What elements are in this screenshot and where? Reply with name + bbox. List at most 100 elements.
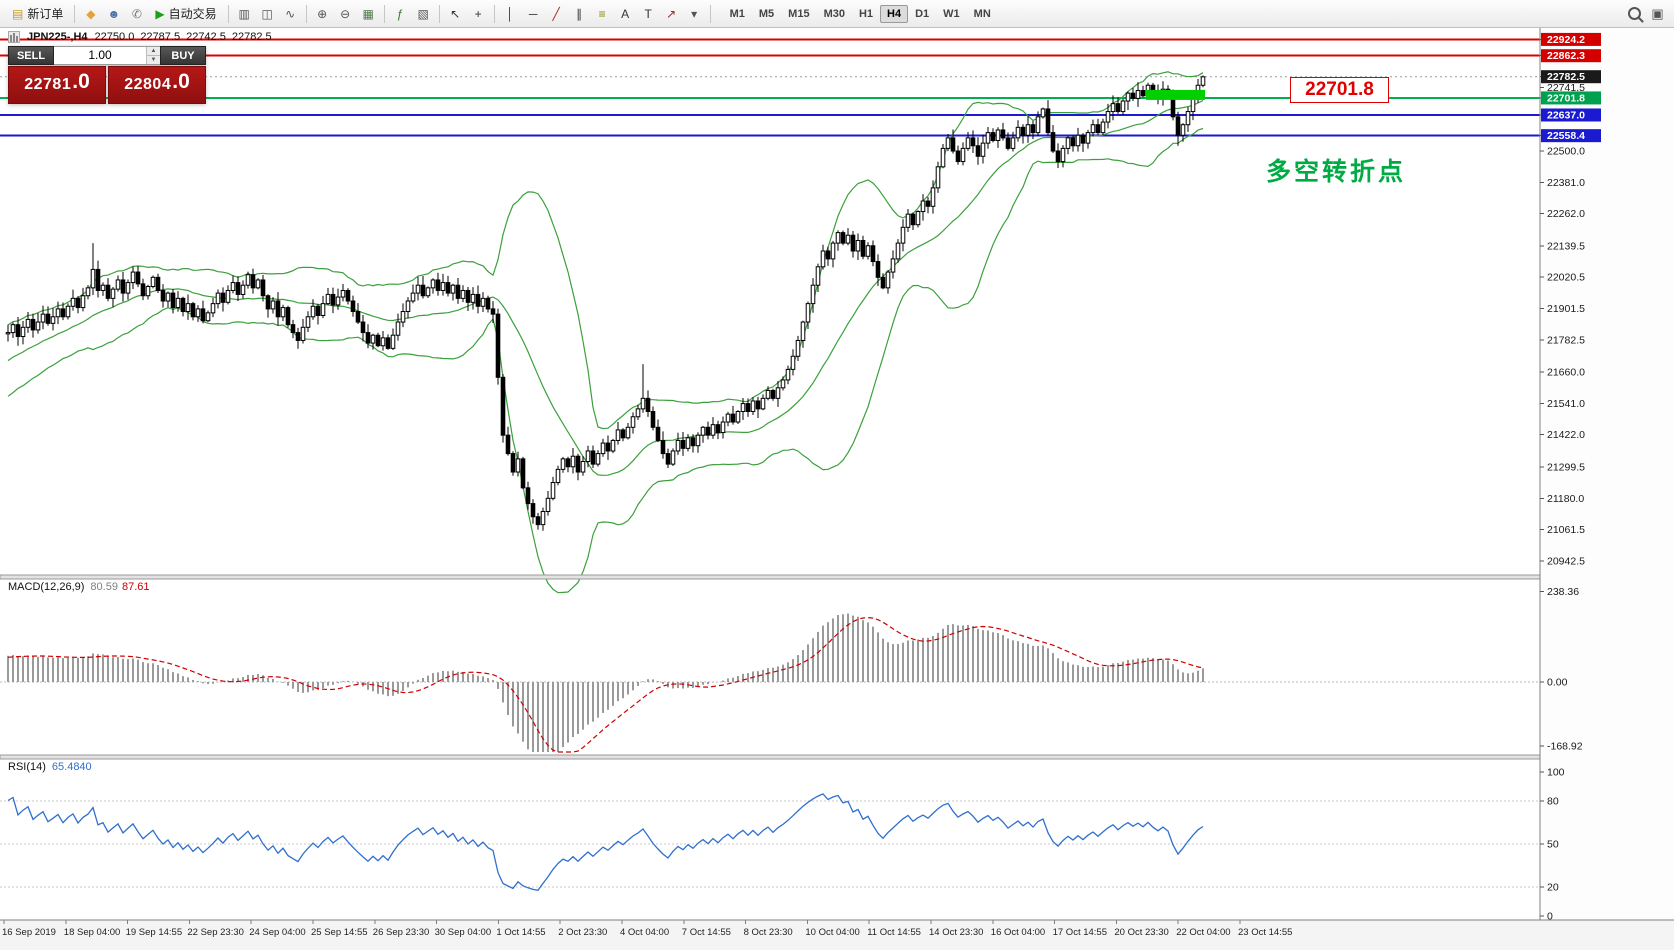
timeframe-m30-button[interactable]: M30 bbox=[817, 5, 852, 23]
time-label: 20 Oct 23:30 bbox=[1114, 927, 1168, 938]
deposit-icon[interactable]: ◆ bbox=[79, 3, 102, 24]
trendline-icon[interactable]: ╱ bbox=[545, 3, 568, 24]
horizontal-level-lines[interactable] bbox=[0, 38, 1540, 137]
vertical-line-icon[interactable]: │ bbox=[499, 3, 522, 24]
time-label: 22 Oct 04:00 bbox=[1176, 927, 1230, 938]
horizontal-line-icon: ─ bbox=[528, 6, 538, 21]
autotrading-button[interactable]: ▶ 自动交易 bbox=[148, 2, 223, 25]
time-label: 16 Sep 2019 bbox=[2, 927, 56, 938]
search-icon-glyph bbox=[1628, 7, 1641, 20]
rsi-scale-label: 100 bbox=[1547, 767, 1565, 779]
timeframe-m5-button[interactable]: M5 bbox=[752, 5, 781, 23]
price-tick-label: 22381.0 bbox=[1547, 177, 1585, 189]
price-tick-label: 21422.0 bbox=[1547, 429, 1585, 441]
time-axis[interactable]: 16 Sep 2019 18 Sep 04:00 19 Sep 14:55 22 Se… bbox=[0, 919, 1674, 938]
high-value: 22787.5 bbox=[140, 31, 181, 43]
templates-icon: ▧ bbox=[417, 6, 429, 21]
volume-spinner: ▲ ▼ bbox=[146, 47, 160, 64]
new-window-icon[interactable]: ▣ bbox=[1646, 3, 1669, 24]
volume-field[interactable]: 1.00 ▲ ▼ bbox=[54, 46, 160, 65]
crosshair-icon: + bbox=[474, 6, 482, 21]
new-order-button-label: 新订单 bbox=[27, 7, 64, 21]
timeframe-h1-button[interactable]: H1 bbox=[852, 5, 880, 23]
timeframe-m1-button[interactable]: M1 bbox=[723, 5, 752, 23]
arrows-icon: ↗ bbox=[666, 6, 677, 21]
search-icon[interactable] bbox=[1623, 3, 1646, 24]
panel-separator[interactable] bbox=[0, 574, 1674, 580]
cursor-icon: ↖ bbox=[450, 6, 461, 21]
low-value: 22742.5 bbox=[186, 31, 226, 43]
price-tick-label: 22924.2 bbox=[1547, 34, 1585, 46]
support-icon[interactable]: ✆ bbox=[125, 3, 148, 24]
rsi-scale-label: 20 bbox=[1547, 882, 1559, 894]
horizontal-line-icon[interactable]: ─ bbox=[522, 3, 545, 24]
one-click-prices-row: 22781.0 22804.0 bbox=[8, 66, 206, 104]
rsi-value: 65.4840 bbox=[51, 761, 92, 773]
panel-separator[interactable] bbox=[0, 754, 1674, 760]
grid-icon[interactable]: ▦ bbox=[357, 3, 380, 24]
fibonacci-icon: ≡ bbox=[598, 6, 606, 21]
price-tick-label: 22782.5 bbox=[1547, 71, 1585, 83]
panel-separators[interactable] bbox=[0, 574, 1674, 760]
ask-price-decimals: .0 bbox=[172, 70, 190, 93]
buy-button[interactable]: BUY bbox=[160, 46, 206, 65]
time-label: 7 Oct 14:55 bbox=[682, 927, 731, 938]
time-label: 14 Oct 23:30 bbox=[929, 927, 983, 938]
templates-icon[interactable]: ▧ bbox=[412, 3, 435, 24]
one-click-header-row: SELL 1.00 ▲ ▼ BUY bbox=[8, 46, 206, 65]
timeframe-w1-button[interactable]: W1 bbox=[936, 5, 967, 23]
time-label: 25 Sep 14:55 bbox=[311, 927, 368, 938]
label-icon[interactable]: T bbox=[637, 3, 660, 24]
zoom-in-icon: ⊕ bbox=[317, 6, 328, 21]
equidistant-channel-icon[interactable]: ∥ bbox=[568, 3, 591, 24]
cursor-icon[interactable]: ↖ bbox=[444, 3, 467, 24]
open-value: 22750.0 bbox=[94, 31, 135, 43]
zoom-in-icon[interactable]: ⊕ bbox=[311, 3, 334, 24]
price-tag-current bbox=[1541, 70, 1601, 84]
price-tick-label: 22862.3 bbox=[1547, 50, 1585, 62]
price-tag-red bbox=[1541, 32, 1601, 46]
bollinger-bands bbox=[7, 71, 1204, 594]
macd-main-value: 80.59 bbox=[90, 581, 118, 593]
volume-increase-button[interactable]: ▲ bbox=[147, 47, 160, 56]
line-chart-icon[interactable]: ∿ bbox=[279, 3, 302, 24]
price-annotation-box[interactable]: 22701.8 bbox=[1290, 77, 1389, 103]
bid-price[interactable]: 22781.0 bbox=[8, 66, 106, 104]
price-tick-label: 21299.5 bbox=[1547, 461, 1585, 473]
chart-backgrounds bbox=[0, 28, 1674, 950]
ask-price[interactable]: 22804.0 bbox=[108, 66, 206, 104]
sell-button[interactable]: SELL bbox=[8, 46, 54, 65]
bar-chart-icon[interactable]: ▥ bbox=[233, 3, 256, 24]
macd-signal-value: 87.61 bbox=[121, 581, 150, 593]
timeframe-mn-button[interactable]: MN bbox=[967, 5, 998, 23]
arrows-icon[interactable]: ↗ bbox=[660, 3, 683, 24]
label-icon: T bbox=[644, 6, 652, 21]
highlight-zone[interactable] bbox=[1146, 89, 1205, 100]
fibonacci-icon[interactable]: ≡ bbox=[591, 3, 614, 24]
timeframe-d1-button[interactable]: D1 bbox=[908, 5, 936, 23]
time-label: 24 Sep 04:00 bbox=[249, 927, 306, 938]
accounts-icon[interactable]: ☻ bbox=[102, 3, 125, 24]
candlestick-chart-icon[interactable]: ◫ bbox=[256, 3, 279, 24]
timeframe-group: M1 M5 M15 M30 H1 H4 D1 W1 MN bbox=[723, 4, 998, 23]
indicators-icon[interactable]: ƒ bbox=[389, 3, 412, 24]
zoom-out-icon[interactable]: ⊖ bbox=[334, 3, 357, 24]
arrows-dropdown-icon[interactable]: ▾ bbox=[683, 3, 706, 24]
candles-layer bbox=[5, 75, 1206, 531]
autotrading-icon: ▶ bbox=[155, 6, 165, 21]
toolbar-separator bbox=[383, 4, 385, 23]
timeframe-m15-button[interactable]: M15 bbox=[781, 5, 816, 23]
toolbar-separator bbox=[493, 4, 495, 23]
macd-scale-label: 0.00 bbox=[1547, 677, 1568, 689]
crosshair-icon[interactable]: + bbox=[467, 3, 490, 24]
new-order-button[interactable]: ▤ 新订单 bbox=[5, 2, 70, 25]
bar-chart-icon: ▥ bbox=[238, 6, 250, 21]
timeframe-h4-button[interactable]: H4 bbox=[880, 4, 909, 23]
text-icon[interactable]: A bbox=[614, 3, 637, 24]
volume-value[interactable]: 1.00 bbox=[88, 48, 112, 62]
grid-icon: ▦ bbox=[362, 6, 374, 21]
macd-name: MACD(12,26,9) bbox=[8, 581, 85, 593]
volume-decrease-button[interactable]: ▼ bbox=[147, 56, 160, 64]
